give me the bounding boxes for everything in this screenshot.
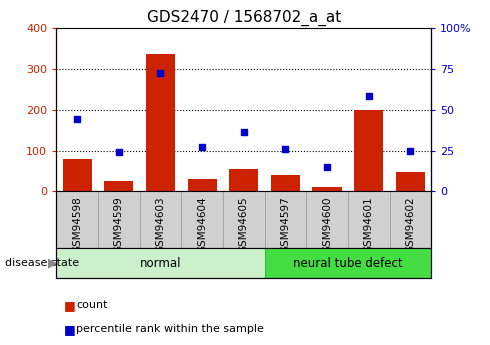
Bar bbox=[146, 54, 175, 191]
Text: GSM94605: GSM94605 bbox=[239, 196, 249, 253]
Point bbox=[240, 130, 247, 135]
Bar bbox=[390, 191, 431, 248]
Text: GSM94597: GSM94597 bbox=[280, 196, 291, 253]
Bar bbox=[354, 110, 383, 191]
Bar bbox=[306, 191, 348, 248]
Text: GSM94602: GSM94602 bbox=[405, 196, 416, 253]
Text: GSM94599: GSM94599 bbox=[114, 196, 124, 253]
Bar bbox=[271, 175, 300, 191]
Text: GSM94598: GSM94598 bbox=[72, 196, 82, 253]
Text: count: count bbox=[76, 300, 107, 310]
Bar bbox=[223, 191, 265, 248]
Point bbox=[115, 149, 122, 155]
Text: GSM94603: GSM94603 bbox=[155, 196, 166, 253]
Point bbox=[365, 93, 372, 99]
Bar bbox=[229, 169, 258, 191]
Text: disease state: disease state bbox=[5, 258, 79, 268]
Bar bbox=[56, 248, 265, 278]
Bar bbox=[265, 191, 306, 248]
Bar bbox=[313, 187, 342, 191]
Point bbox=[281, 146, 289, 151]
Text: normal: normal bbox=[140, 257, 181, 269]
Point bbox=[156, 71, 164, 76]
Point bbox=[406, 148, 414, 153]
Bar bbox=[140, 191, 181, 248]
Text: GSM94601: GSM94601 bbox=[364, 196, 374, 253]
Text: percentile rank within the sample: percentile rank within the sample bbox=[76, 325, 264, 334]
Text: ■: ■ bbox=[64, 299, 75, 312]
Bar bbox=[98, 191, 140, 248]
Bar bbox=[348, 191, 390, 248]
Point bbox=[198, 145, 206, 150]
Text: GSM94600: GSM94600 bbox=[322, 196, 332, 253]
Title: GDS2470 / 1568702_a_at: GDS2470 / 1568702_a_at bbox=[147, 10, 341, 26]
Bar bbox=[188, 179, 217, 191]
Text: ■: ■ bbox=[64, 323, 75, 336]
Text: neural tube defect: neural tube defect bbox=[293, 257, 403, 269]
Bar bbox=[396, 172, 425, 191]
Point bbox=[73, 117, 81, 122]
Bar bbox=[63, 159, 92, 191]
Bar bbox=[181, 191, 223, 248]
Point bbox=[323, 164, 331, 170]
Bar bbox=[104, 181, 133, 191]
Text: ▶: ▶ bbox=[48, 257, 58, 269]
Text: GSM94604: GSM94604 bbox=[197, 196, 207, 253]
Bar bbox=[265, 248, 431, 278]
Bar bbox=[56, 191, 98, 248]
